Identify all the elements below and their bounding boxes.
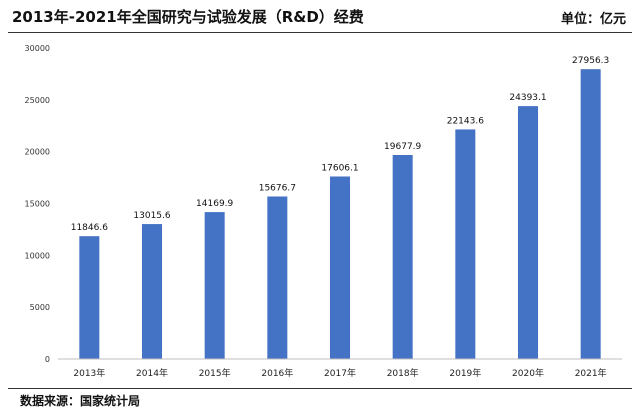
bar-2013年 (79, 236, 100, 359)
x-tick-label: 2021年 (575, 367, 607, 379)
data-label: 24393.1 (509, 93, 546, 103)
x-tick-label: 2015年 (199, 367, 231, 379)
data-source: 数据来源：国家统计局 (20, 394, 141, 408)
bar-2019年 (455, 129, 476, 359)
y-tick-label: 10000 (25, 251, 50, 260)
y-tick-label: 20000 (25, 148, 50, 157)
unit-label: 单位：亿元 (560, 12, 626, 27)
bar-2017年 (330, 176, 350, 359)
bar-2015年 (204, 212, 225, 359)
data-label: 15676.7 (259, 183, 296, 193)
data-label: 19677.9 (384, 142, 421, 152)
x-tick-label: 2013年 (73, 367, 105, 379)
top-divider (8, 32, 632, 33)
bar-2014年 (142, 224, 162, 359)
bar-2016年 (267, 196, 288, 359)
y-tick-label: 25000 (25, 96, 50, 105)
x-tick-label: 2018年 (387, 367, 419, 379)
x-tick-label: 2014年 (136, 367, 168, 379)
data-label: 11846.6 (71, 223, 108, 233)
y-tick-label: 0 (45, 355, 50, 364)
bar-series (79, 69, 601, 360)
data-label: 14169.9 (196, 199, 233, 209)
y-axis: 0 5000 10000 15000 20000 25000 30000 (25, 44, 50, 364)
x-tick-label: 2017年 (324, 367, 356, 379)
bar-2020年 (518, 106, 538, 359)
data-label: 22143.6 (447, 116, 484, 126)
y-tick-label: 15000 (25, 200, 50, 209)
bottom-divider (8, 388, 632, 389)
data-label: 17606.1 (321, 163, 358, 173)
bar-2018年 (392, 155, 413, 359)
data-label: 13015.6 (133, 211, 170, 221)
chart-title: 2013年-2021年全国研究与试验发展（R&D）经费 (12, 8, 364, 26)
x-axis: 2013年 2014年 2015年 2016年 2017年 2018年 2019年 2020年… (58, 358, 622, 379)
x-tick-label: 2019年 (449, 367, 481, 379)
x-tick-label: 2016年 (261, 367, 293, 379)
y-tick-label: 30000 (25, 44, 50, 53)
data-label: 27956.3 (572, 56, 609, 66)
x-tick-label: 2020年 (512, 367, 544, 379)
bar-2021年 (580, 69, 601, 360)
y-tick-label: 5000 (30, 303, 50, 312)
data-labels: 11846.6 13015.6 14169.9 15676.7 17606.1 19677… (71, 56, 610, 233)
